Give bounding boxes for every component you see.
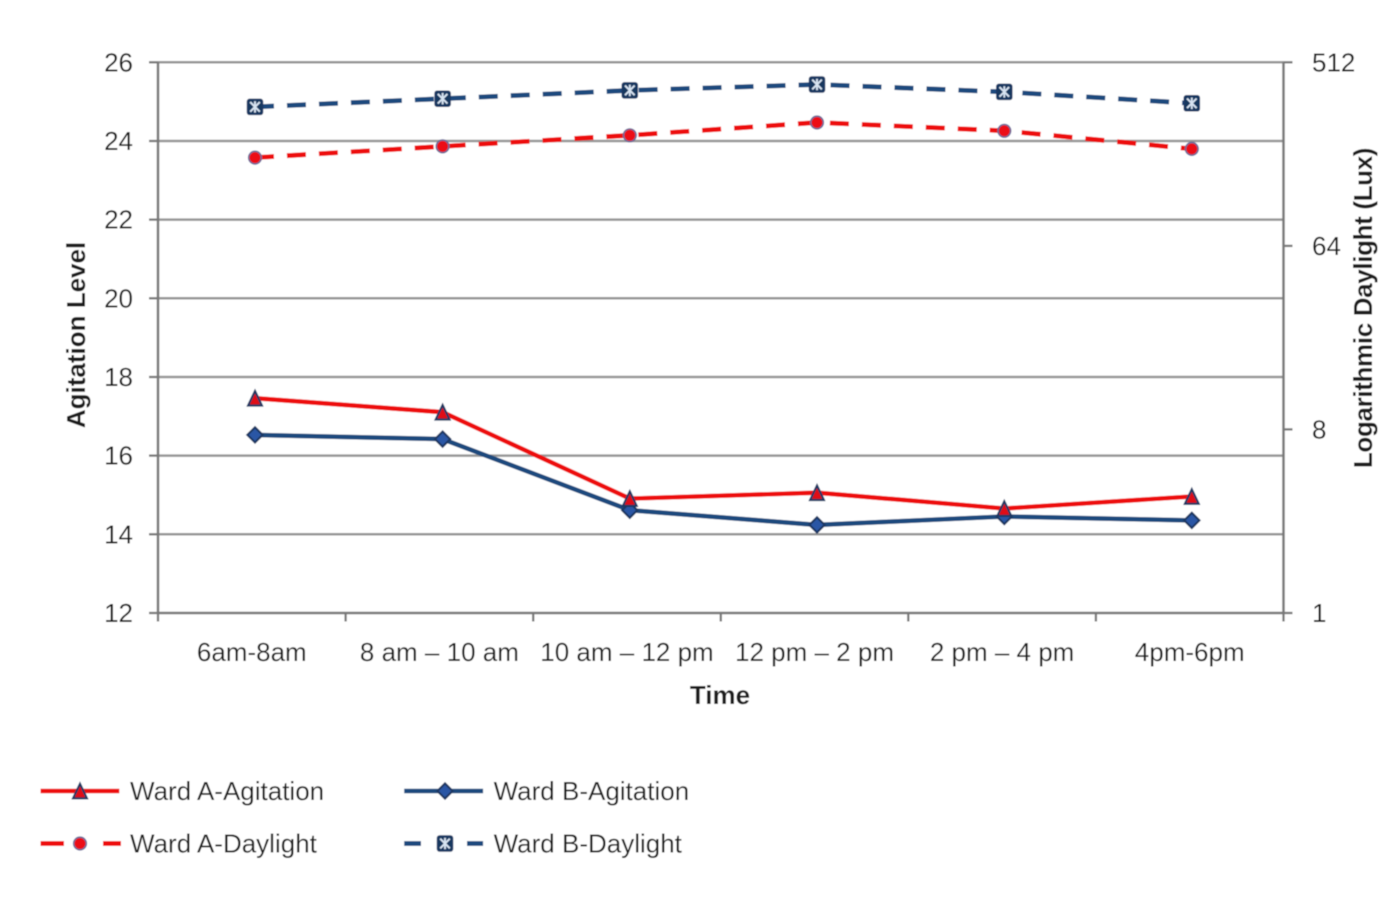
svg-text:8 am – 10 am: 8 am – 10 am [360, 637, 519, 667]
svg-text:14: 14 [104, 519, 133, 549]
svg-text:10 am – 12 pm: 10 am – 12 pm [540, 637, 713, 667]
svg-text:1: 1 [1312, 598, 1326, 628]
svg-text:512: 512 [1312, 47, 1355, 77]
svg-text:16: 16 [104, 441, 133, 471]
svg-text:Agitation Level: Agitation Level [61, 242, 91, 428]
svg-text:Ward B-Daylight: Ward B-Daylight [494, 829, 683, 859]
svg-text:Ward A-Daylight: Ward A-Daylight [130, 829, 318, 859]
svg-text:Time: Time [690, 680, 750, 710]
svg-text:Ward B-Agitation: Ward B-Agitation [494, 776, 690, 806]
svg-text:4pm-6pm: 4pm-6pm [1135, 637, 1245, 667]
svg-text:24: 24 [104, 126, 133, 156]
svg-text:2 pm – 4 pm: 2 pm – 4 pm [930, 637, 1075, 667]
svg-text:6am-8am: 6am-8am [197, 637, 307, 667]
svg-text:64: 64 [1312, 231, 1341, 261]
svg-text:22: 22 [104, 205, 133, 235]
svg-text:12: 12 [104, 598, 133, 628]
svg-text:20: 20 [104, 283, 133, 313]
svg-text:Ward A-Agitation: Ward A-Agitation [130, 776, 324, 806]
svg-text:8: 8 [1312, 414, 1326, 444]
svg-text:Logarithmic Daylight (Lux): Logarithmic Daylight (Lux) [1348, 148, 1378, 468]
svg-text:18: 18 [104, 362, 133, 392]
svg-text:12 pm – 2 pm: 12 pm – 2 pm [735, 637, 894, 667]
svg-text:26: 26 [104, 47, 133, 77]
